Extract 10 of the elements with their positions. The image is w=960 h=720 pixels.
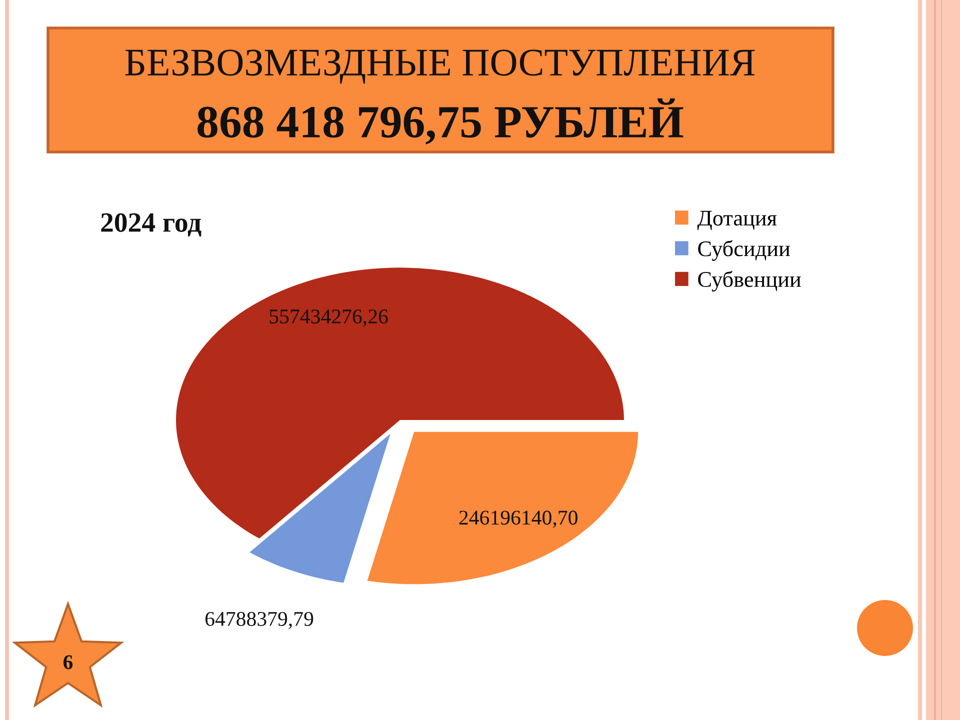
legend-label: Субсидии	[698, 240, 790, 261]
chart-title: БЕЗВОЗМЕЗДНЫЕ ПОСТУПЛЕНИЯ	[125, 50, 755, 84]
chart-subtitle: 868 418 796,75 РУБЛЕЙ	[198, 98, 684, 144]
data-label: 246196140,70	[459, 510, 578, 528]
data-label: 557434276,26	[270, 310, 388, 327]
data-label: 64788379,79	[205, 612, 314, 629]
text: 6	[64, 655, 73, 670]
text: 2024 год	[101, 213, 202, 237]
legend-label: Дотация	[697, 210, 777, 230]
legend-label: Субвенции	[698, 270, 801, 292]
